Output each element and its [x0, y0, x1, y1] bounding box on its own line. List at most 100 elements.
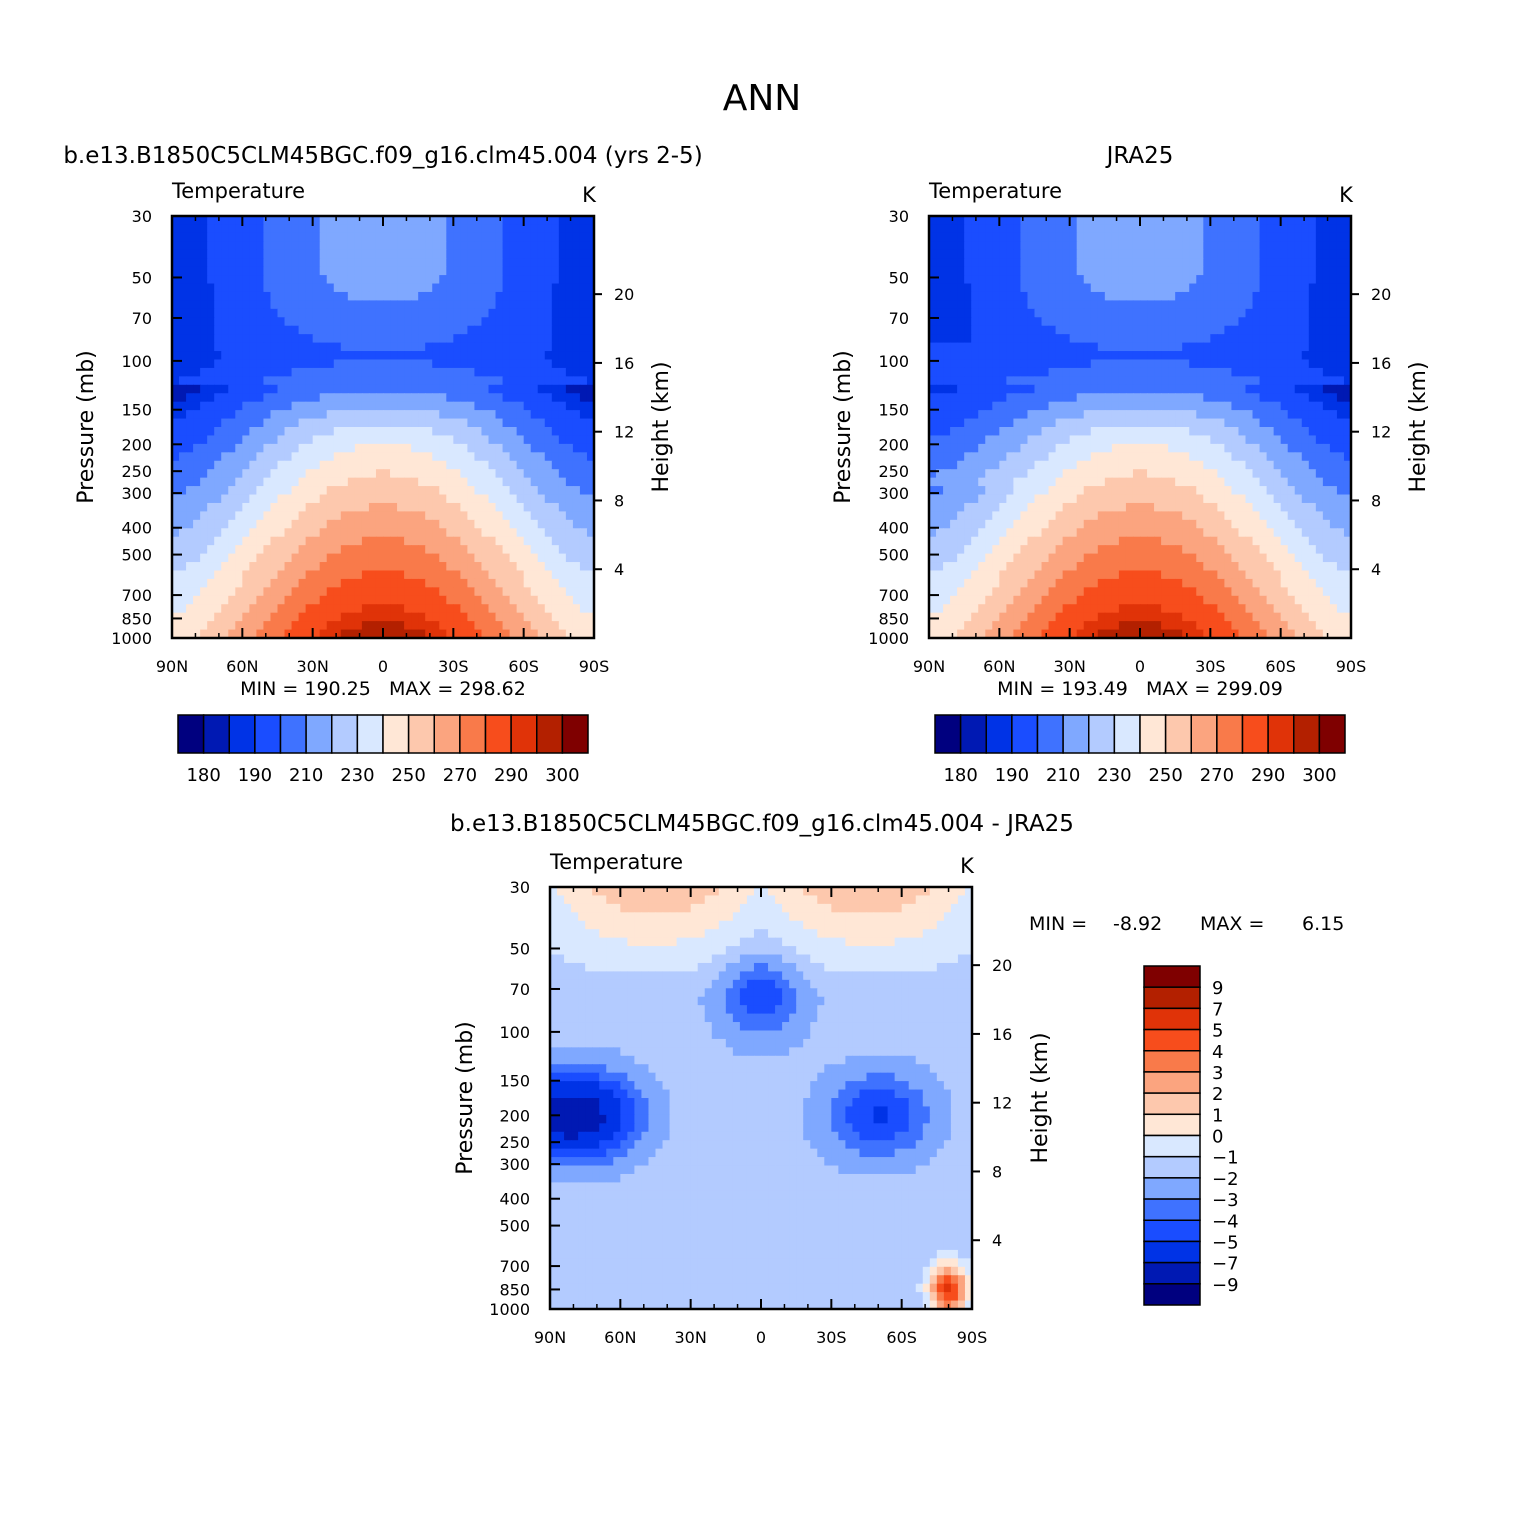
- contour-cell: [1224, 249, 1233, 259]
- contour-cell: [333, 283, 342, 293]
- contour-cell: [1315, 443, 1324, 453]
- contour-cell: [193, 351, 201, 361]
- contour-cell: [249, 308, 257, 318]
- contour-cell: [1055, 452, 1064, 462]
- contour-cell: [242, 460, 250, 470]
- contour-cell: [1020, 393, 1029, 403]
- contour-cell: [383, 291, 391, 301]
- contour-cell: [1048, 418, 1057, 428]
- contour-cell: [488, 367, 497, 377]
- contour-cell: [354, 359, 363, 369]
- contour-cell: [375, 258, 384, 268]
- contour-cell: [284, 291, 293, 301]
- contour-cell: [1147, 216, 1155, 226]
- contour-cell: [193, 300, 201, 310]
- contour-cell: [1175, 418, 1183, 428]
- contour-cell: [1245, 342, 1254, 352]
- contour-cell: [340, 258, 349, 268]
- contour-cell: [1343, 241, 1352, 251]
- contour-cell: [284, 427, 293, 437]
- contour-cell: [537, 384, 546, 394]
- contour-cell: [326, 317, 335, 327]
- contour-cell: [214, 401, 222, 411]
- contour-cell: [397, 232, 405, 242]
- contour-cell: [1294, 469, 1303, 479]
- contour-cell: [481, 410, 490, 420]
- contour-cell: [1161, 469, 1169, 479]
- contour-cell: [530, 545, 539, 555]
- contour-cell: [957, 275, 965, 285]
- contour-cell: [326, 528, 335, 538]
- contour-cell: [488, 384, 497, 394]
- contour-cell: [474, 443, 483, 453]
- contour-cell: [172, 376, 180, 386]
- contour-cell: [481, 342, 490, 352]
- contour-cell: [235, 249, 243, 259]
- contour-cell: [228, 325, 236, 335]
- contour-cell: [1189, 401, 1197, 411]
- contour-cell: [312, 384, 321, 394]
- contour-cell: [249, 553, 257, 563]
- contour-cell: [439, 342, 447, 352]
- contour-cell: [453, 376, 461, 386]
- contour-cell: [1140, 275, 1148, 285]
- contour-cell: [256, 519, 265, 529]
- contour-cell: [397, 317, 405, 327]
- contour-cell: [1013, 418, 1022, 428]
- contour-cell: [1125, 258, 1134, 268]
- contour-cell: [368, 536, 377, 546]
- contour-cell: [481, 241, 490, 251]
- contour-cell: [418, 570, 426, 580]
- contour-cell: [298, 545, 307, 555]
- contour-cell: [305, 410, 314, 420]
- contour-cell: [985, 452, 993, 462]
- contour-cell: [270, 359, 279, 369]
- contour-cell: [432, 621, 440, 631]
- contour-cell: [1125, 266, 1134, 276]
- contour-cell: [1203, 216, 1211, 226]
- contour-cell: [1329, 334, 1338, 344]
- contour-cell: [361, 612, 370, 622]
- contour-cell: [214, 216, 222, 226]
- contour-cell: [361, 536, 370, 546]
- contour-cell: [390, 435, 398, 445]
- contour-cell: [1140, 393, 1148, 403]
- contour-cell: [347, 308, 356, 318]
- contour-cell: [1273, 232, 1282, 242]
- contour-cell: [1097, 469, 1106, 479]
- contour-cell: [200, 519, 208, 529]
- contour-cell: [375, 351, 384, 361]
- contour-cell: [1055, 308, 1064, 318]
- contour-cell: [1224, 443, 1233, 453]
- contour-cell: [368, 494, 377, 504]
- contour-cell: [474, 283, 483, 293]
- contour-cell: [1083, 384, 1092, 394]
- contour-cell: [1147, 427, 1155, 437]
- contour-cell: [1217, 266, 1225, 276]
- contour-cell: [340, 224, 349, 234]
- contour-cell: [1006, 435, 1014, 445]
- contour-cell: [193, 291, 201, 301]
- contour-cell: [1280, 351, 1289, 361]
- contour-cell: [1259, 334, 1268, 344]
- contour-cell: [228, 528, 236, 538]
- contour-cell: [256, 570, 265, 580]
- contour-cell: [978, 469, 986, 479]
- contour-cell: [1104, 224, 1113, 234]
- contour-cell: [1111, 401, 1120, 411]
- contour-cell: [467, 275, 476, 285]
- contour-cell: [425, 317, 433, 327]
- contour-cell: [312, 612, 321, 622]
- contour-cell: [284, 367, 293, 377]
- contour-cell: [319, 578, 328, 588]
- contour-cell: [172, 258, 180, 268]
- contour-cell: [537, 545, 546, 555]
- contour-cell: [992, 452, 1000, 462]
- contour-cell: [397, 435, 405, 445]
- contour-cell: [1069, 291, 1078, 301]
- contour-cell: [1343, 351, 1352, 361]
- contour-cell: [404, 528, 412, 538]
- contour-cell: [1161, 359, 1169, 369]
- contour-cell: [305, 595, 314, 605]
- contour-cell: [256, 553, 265, 563]
